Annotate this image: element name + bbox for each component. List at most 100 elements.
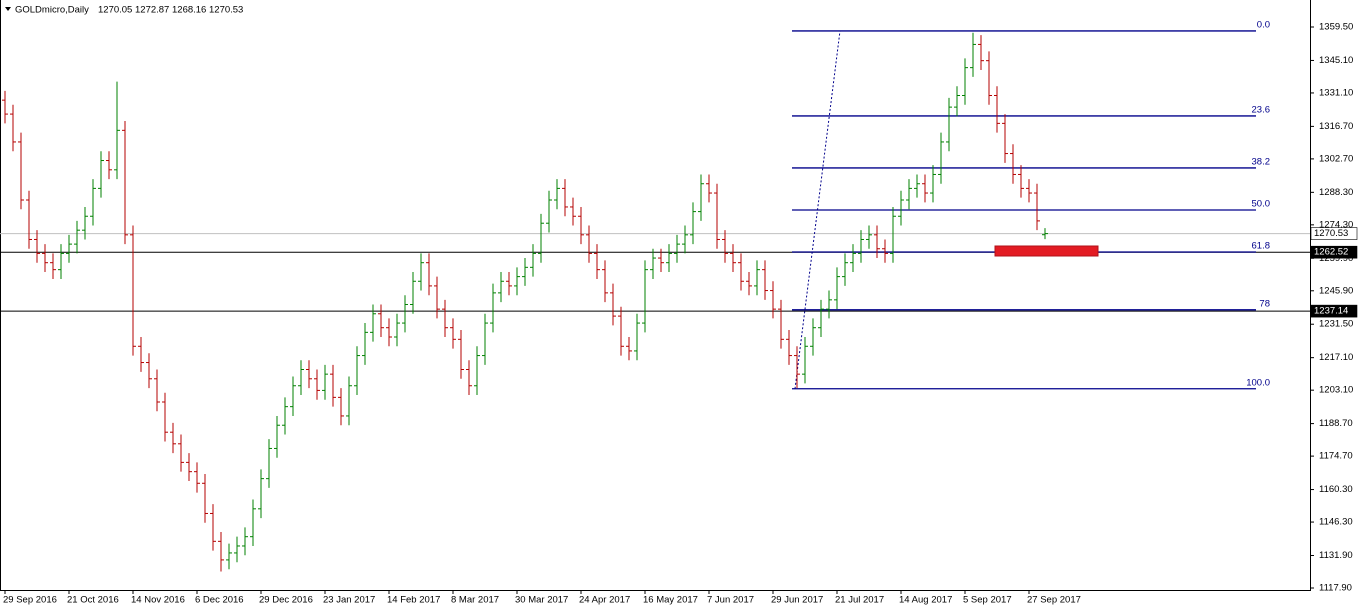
ohlc-bar xyxy=(66,234,72,263)
ohlc-bar xyxy=(594,244,600,279)
ohlc-bar xyxy=(50,253,56,279)
ohlc-bar xyxy=(1034,183,1040,231)
x-tick-label: 6 Dec 2016 xyxy=(195,595,244,606)
ohlc-bar xyxy=(546,190,552,233)
ohlc-bar xyxy=(986,51,992,105)
ohlc-bar xyxy=(34,230,40,263)
ohlc-bar xyxy=(58,244,64,279)
ohlc-bar xyxy=(338,388,344,426)
hline-price-box xyxy=(1310,245,1358,259)
ohlc-bar xyxy=(890,206,896,263)
ohlc-bar xyxy=(474,346,480,396)
ohlc-bar xyxy=(674,234,680,263)
fibo-label: 61.8 xyxy=(1252,241,1271,252)
ohlc-bar xyxy=(114,81,120,180)
ohlc-bar xyxy=(610,283,616,326)
x-tick-label: 29 Sep 2016 xyxy=(3,595,57,606)
ohlc-bar xyxy=(946,97,952,152)
ohlc-bar xyxy=(362,323,368,365)
ohlc-bar xyxy=(282,397,288,435)
y-tick-label: 1288.30 xyxy=(1319,187,1353,198)
ohlc-bar xyxy=(682,225,688,254)
ohlc-bar xyxy=(434,276,440,319)
fibo-label: 50.0 xyxy=(1252,198,1271,209)
ohlc-bar xyxy=(722,230,728,263)
x-tick-label: 8 Mar 2017 xyxy=(451,595,499,606)
x-tick-label: 16 May 2017 xyxy=(643,595,698,606)
ohlc-bar xyxy=(154,369,160,412)
ohlc-bar xyxy=(498,271,504,303)
ohlc-bar xyxy=(82,206,88,240)
x-tick-label: 23 Jan 2017 xyxy=(323,595,375,606)
ohlc-bar xyxy=(522,258,528,286)
ohlc-bar xyxy=(842,253,848,286)
x-tick-label: 14 Feb 2017 xyxy=(387,595,440,606)
ohlc-bar xyxy=(778,299,784,349)
y-tick-label: 1203.10 xyxy=(1319,385,1353,396)
ohlc-bar xyxy=(746,271,752,296)
ohlc-bar xyxy=(698,174,704,221)
x-tick-label: 7 Jun 2017 xyxy=(707,595,754,606)
ohlc-bar xyxy=(970,32,976,77)
ohlc-bar xyxy=(2,90,8,124)
ohlc-bar xyxy=(514,267,520,296)
ohlc-bar xyxy=(642,260,648,333)
hline-price-box xyxy=(1310,304,1358,318)
ohlc-bar xyxy=(426,253,432,296)
ohlc-bar xyxy=(626,336,632,361)
y-tick-label: 1131.90 xyxy=(1319,550,1353,561)
ohlc-bar xyxy=(818,299,824,337)
y-tick-label: 1245.90 xyxy=(1319,285,1353,296)
ohlc-bar xyxy=(98,151,104,198)
ohlc-bar xyxy=(770,281,776,319)
x-tick-label: 5 Sep 2017 xyxy=(963,595,1012,606)
y-tick-label: 1331.10 xyxy=(1319,87,1353,98)
fibo-label: 0.0 xyxy=(1257,19,1270,30)
fibo-label: 23.6 xyxy=(1252,104,1271,115)
ohlc-bar xyxy=(178,434,184,472)
ohlc-bar xyxy=(410,271,416,314)
fibo-trend xyxy=(794,30,841,389)
ohlc-bar xyxy=(554,179,560,210)
ohlc-bar xyxy=(370,304,376,342)
target-zone xyxy=(994,245,1099,257)
ohlc-bar xyxy=(922,174,928,203)
ohlc-bar xyxy=(354,346,360,396)
y-tick-label: 1160.30 xyxy=(1319,484,1353,495)
symbol-title: GOLDmicro,Daily xyxy=(15,5,89,16)
ohlc-bar xyxy=(442,299,448,337)
ohlc-bar xyxy=(146,353,152,389)
fibo-label: 100.0 xyxy=(1246,377,1270,388)
ohlc-bar xyxy=(346,376,352,426)
ohlc-bar xyxy=(1010,144,1016,184)
ohlc-bar xyxy=(898,190,904,226)
ohlc-bar xyxy=(458,330,464,379)
hline-price-label: 1237.14 xyxy=(1314,306,1348,317)
ohlc-bar xyxy=(234,536,240,563)
ohlc-bar xyxy=(874,225,880,259)
x-tick-label: 14 Nov 2016 xyxy=(131,595,185,606)
y-tick-label: 1188.70 xyxy=(1319,418,1353,429)
ohlc-bar xyxy=(962,58,968,105)
ohlc-bar xyxy=(1018,165,1024,198)
ohlc-bar xyxy=(602,260,608,303)
ohlc-bar xyxy=(530,244,536,277)
ohlc-bar xyxy=(850,244,856,272)
fibonacci: 0.0 23.6 38.2 50.0 61.8 78 100.0 xyxy=(792,19,1271,390)
x-tick-label: 21 Jul 2017 xyxy=(835,595,884,606)
header-open: 1270.05 xyxy=(98,5,132,16)
current-price-box xyxy=(1310,227,1358,240)
y-tick-label: 1117.90 xyxy=(1319,583,1352,594)
ohlc-bar xyxy=(18,132,24,210)
ohlc-bar xyxy=(298,360,304,396)
ohlc-bar xyxy=(210,504,216,551)
ohlc-bar xyxy=(802,336,808,384)
ohlc-bar xyxy=(330,364,336,407)
ohlc-bar xyxy=(826,290,832,319)
ohlc-bar xyxy=(306,360,312,389)
ohlc-bar xyxy=(226,543,232,570)
y-tick-label: 1146.30 xyxy=(1319,517,1353,528)
ohlc-bar xyxy=(170,422,176,454)
ohlc-bar xyxy=(242,527,248,556)
ohlc-bar xyxy=(482,313,488,365)
